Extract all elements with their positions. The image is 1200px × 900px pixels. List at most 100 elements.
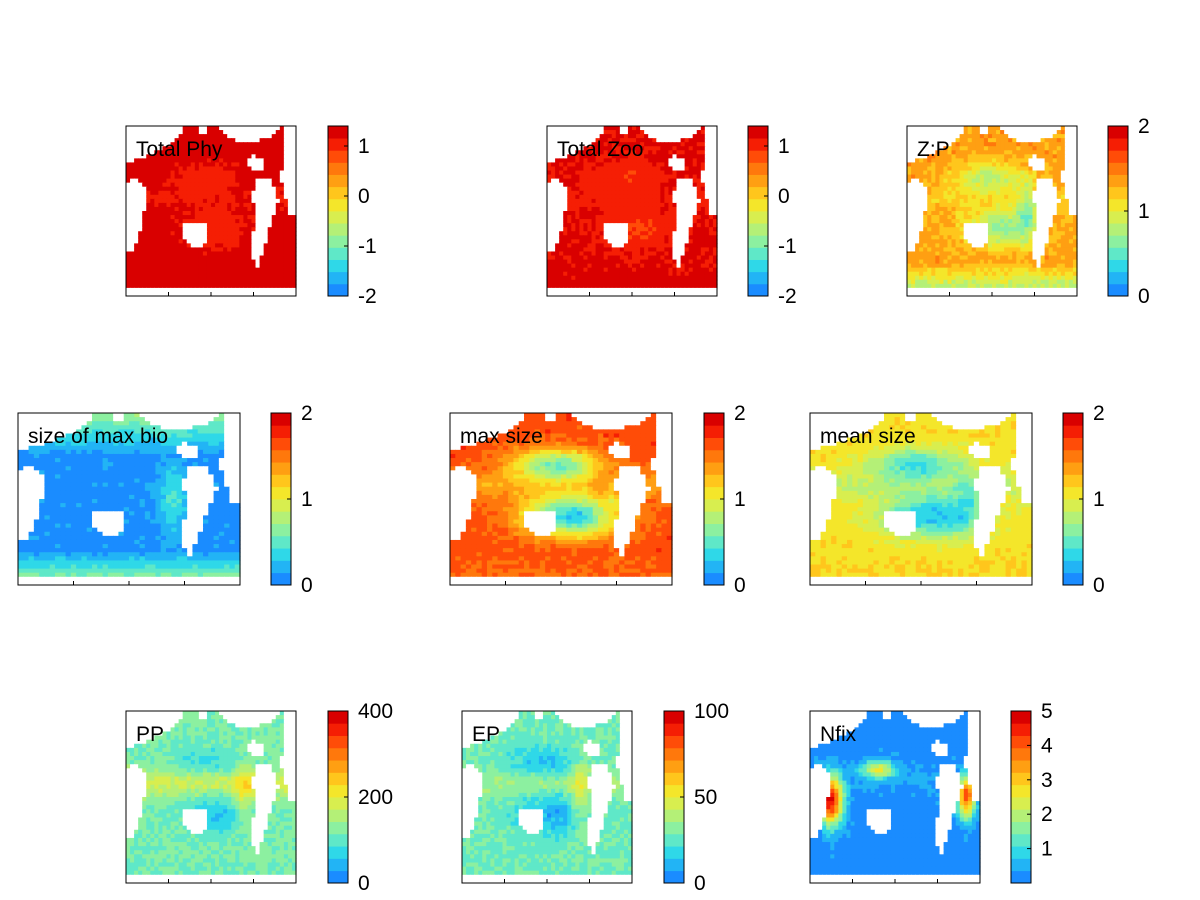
heatmap-cell bbox=[619, 219, 625, 224]
heatmap-cell bbox=[627, 166, 633, 172]
heatmap-cell bbox=[571, 235, 576, 240]
heatmap-cell bbox=[267, 154, 273, 159]
heatmap-cell bbox=[166, 190, 172, 196]
heatmap-cell bbox=[170, 162, 176, 168]
heatmap-cell bbox=[927, 182, 932, 188]
heatmap-cell bbox=[907, 198, 912, 204]
heatmap-cell bbox=[1048, 243, 1054, 249]
heatmap-cell bbox=[983, 206, 989, 212]
heatmap-cell bbox=[259, 170, 265, 176]
heatmap-cell bbox=[700, 259, 706, 265]
heatmap-cell bbox=[263, 198, 269, 204]
heatmap-cell bbox=[943, 194, 949, 200]
heatmap-cell bbox=[615, 170, 621, 176]
heatmap-cell bbox=[951, 146, 957, 151]
heatmap-cell bbox=[688, 158, 694, 164]
colorbar-segment bbox=[328, 211, 348, 224]
heatmap-cell bbox=[563, 126, 568, 131]
heatmap-cell bbox=[943, 166, 949, 172]
heatmap-cell bbox=[923, 243, 928, 249]
heatmap-cell bbox=[676, 162, 682, 168]
heatmap-cell bbox=[603, 166, 609, 172]
heatmap-cell bbox=[235, 223, 240, 228]
heatmap-cell bbox=[955, 223, 961, 228]
heatmap-cell bbox=[611, 170, 617, 176]
heatmap-cell bbox=[656, 158, 661, 164]
heatmap-cell bbox=[684, 186, 690, 192]
colorbar-tick-label: -2 bbox=[358, 285, 377, 308]
heatmap-cell bbox=[138, 243, 143, 249]
heatmap-cell bbox=[186, 166, 192, 172]
heatmap-cell bbox=[680, 146, 686, 151]
heatmap-cell bbox=[700, 263, 706, 269]
heatmap-cell bbox=[150, 198, 155, 204]
heatmap-cell bbox=[215, 287, 220, 293]
heatmap-cell bbox=[1020, 150, 1025, 155]
heatmap-cell bbox=[227, 142, 232, 147]
heatmap-cell bbox=[567, 271, 572, 277]
heatmap-cell bbox=[182, 267, 188, 273]
heatmap-cell bbox=[992, 206, 997, 212]
heatmap-cell bbox=[992, 190, 997, 196]
heatmap-cell bbox=[178, 255, 184, 261]
heatmap-cell bbox=[170, 219, 176, 224]
heatmap-cell bbox=[219, 259, 224, 265]
heatmap-cell bbox=[603, 126, 609, 131]
colorbar-segment bbox=[328, 126, 348, 139]
heatmap-cell bbox=[223, 142, 228, 147]
heatmap-cell bbox=[599, 198, 605, 204]
heatmap-cell bbox=[219, 202, 224, 208]
heatmap-cell bbox=[1020, 251, 1025, 257]
heatmap-cell bbox=[1012, 126, 1017, 131]
heatmap-cell bbox=[251, 279, 257, 285]
heatmap-cell bbox=[672, 202, 678, 208]
heatmap-cell bbox=[688, 130, 694, 135]
heatmap-cell bbox=[688, 198, 694, 204]
heatmap-cell bbox=[971, 259, 977, 265]
heatmap-cell bbox=[684, 162, 690, 168]
heatmap-cell bbox=[1036, 247, 1042, 253]
heatmap-cell bbox=[138, 275, 143, 281]
heatmap-cell bbox=[680, 287, 686, 293]
heatmap-cell bbox=[975, 162, 981, 168]
heatmap-cell bbox=[142, 271, 147, 277]
heatmap-cell bbox=[623, 259, 629, 265]
heatmap-cell bbox=[267, 227, 273, 232]
heatmap-cell bbox=[1048, 255, 1054, 261]
heatmap-cell bbox=[206, 235, 212, 240]
heatmap-cell bbox=[615, 186, 621, 192]
heatmap-cell bbox=[202, 267, 208, 273]
heatmap-cell bbox=[1040, 186, 1046, 192]
heatmap-cell bbox=[1060, 202, 1066, 208]
heatmap-cell bbox=[174, 223, 180, 228]
heatmap-cell bbox=[587, 227, 593, 232]
heatmap-cell bbox=[215, 279, 220, 285]
heatmap-cell bbox=[623, 251, 629, 257]
heatmap-cell bbox=[1004, 194, 1009, 200]
heatmap-cell bbox=[636, 198, 641, 204]
heatmap-cell bbox=[150, 215, 155, 220]
heatmap-cell bbox=[955, 255, 961, 261]
heatmap-cell bbox=[138, 194, 143, 200]
heatmap-cell bbox=[1052, 178, 1058, 184]
heatmap-cell bbox=[551, 235, 556, 240]
heatmap-cell bbox=[158, 211, 164, 216]
heatmap-cell bbox=[615, 126, 621, 131]
heatmap-cell bbox=[1060, 178, 1066, 184]
heatmap-cell bbox=[627, 275, 633, 281]
heatmap-cell bbox=[700, 227, 706, 232]
heatmap-cell bbox=[992, 174, 997, 180]
heatmap-cell bbox=[696, 227, 702, 232]
heatmap-cell bbox=[202, 178, 208, 184]
heatmap-cell bbox=[170, 182, 176, 188]
heatmap-cell bbox=[575, 251, 580, 257]
heatmap-cell bbox=[664, 243, 670, 249]
heatmap-cell bbox=[579, 251, 585, 257]
heatmap-cell bbox=[239, 243, 244, 249]
heatmap-cell bbox=[656, 166, 661, 172]
heatmap-cell bbox=[134, 279, 139, 285]
heatmap-cell bbox=[943, 190, 949, 196]
heatmap-cell bbox=[640, 267, 645, 273]
heatmap-cell bbox=[170, 247, 176, 253]
heatmap-cell bbox=[615, 251, 621, 257]
